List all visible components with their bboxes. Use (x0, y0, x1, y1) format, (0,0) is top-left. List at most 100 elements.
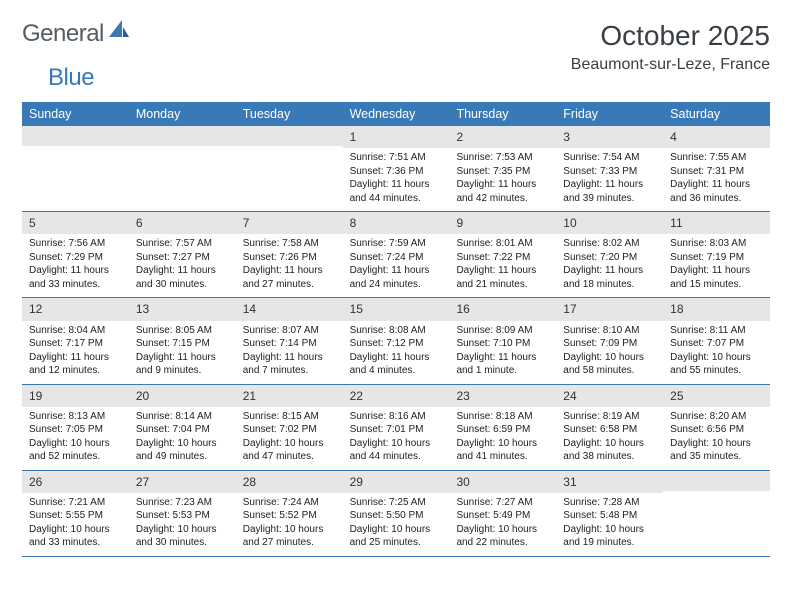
day-number: 31 (556, 471, 663, 493)
day-number: 22 (343, 385, 450, 407)
sunrise: Sunrise: 7:25 AM (350, 496, 443, 510)
sunset: Sunset: 5:50 PM (350, 509, 443, 523)
day-cell: 21Sunrise: 8:15 AMSunset: 7:02 PMDayligh… (236, 385, 343, 470)
logo-sail-icon (109, 19, 129, 42)
daylight-line2: and 41 minutes. (456, 450, 549, 464)
daylight-line2: and 27 minutes. (243, 278, 336, 292)
day-body: Sunrise: 8:11 AMSunset: 7:07 PMDaylight:… (663, 321, 770, 384)
day-number: 9 (449, 212, 556, 234)
logo-text-general: General (22, 20, 104, 48)
weekday-header-row: Sunday Monday Tuesday Wednesday Thursday… (22, 102, 770, 126)
day-body: Sunrise: 8:04 AMSunset: 7:17 PMDaylight:… (22, 321, 129, 384)
day-cell: 23Sunrise: 8:18 AMSunset: 6:59 PMDayligh… (449, 385, 556, 470)
day-body: Sunrise: 8:19 AMSunset: 6:58 PMDaylight:… (556, 407, 663, 470)
day-body: Sunrise: 7:28 AMSunset: 5:48 PMDaylight:… (556, 493, 663, 556)
sunset: Sunset: 7:02 PM (243, 423, 336, 437)
sunrise: Sunrise: 8:04 AM (29, 324, 122, 338)
day-cell (129, 126, 236, 211)
daylight-line2: and 44 minutes. (350, 450, 443, 464)
daylight-line2: and 55 minutes. (670, 364, 763, 378)
daylight-line2: and 9 minutes. (136, 364, 229, 378)
daylight-line2: and 38 minutes. (563, 450, 656, 464)
sunset: Sunset: 7:26 PM (243, 251, 336, 265)
day-cell: 19Sunrise: 8:13 AMSunset: 7:05 PMDayligh… (22, 385, 129, 470)
day-number: 29 (343, 471, 450, 493)
day-number: 30 (449, 471, 556, 493)
day-number: 18 (663, 298, 770, 320)
day-number: 17 (556, 298, 663, 320)
sunrise: Sunrise: 8:18 AM (456, 410, 549, 424)
day-cell: 5Sunrise: 7:56 AMSunset: 7:29 PMDaylight… (22, 212, 129, 297)
day-number: 23 (449, 385, 556, 407)
daylight-line1: Daylight: 10 hours (136, 437, 229, 451)
day-cell (236, 126, 343, 211)
daylight-line1: Daylight: 11 hours (350, 178, 443, 192)
sunset: Sunset: 7:04 PM (136, 423, 229, 437)
day-body: Sunrise: 7:57 AMSunset: 7:27 PMDaylight:… (129, 234, 236, 297)
day-body: Sunrise: 8:20 AMSunset: 6:56 PMDaylight:… (663, 407, 770, 470)
sunrise: Sunrise: 8:15 AM (243, 410, 336, 424)
day-body: Sunrise: 8:16 AMSunset: 7:01 PMDaylight:… (343, 407, 450, 470)
day-cell: 13Sunrise: 8:05 AMSunset: 7:15 PMDayligh… (129, 298, 236, 383)
sunrise: Sunrise: 7:57 AM (136, 237, 229, 251)
week-row: 1Sunrise: 7:51 AMSunset: 7:36 PMDaylight… (22, 126, 770, 212)
day-body: Sunrise: 8:08 AMSunset: 7:12 PMDaylight:… (343, 321, 450, 384)
sunset: Sunset: 7:09 PM (563, 337, 656, 351)
daylight-line1: Daylight: 10 hours (456, 523, 549, 537)
day-number: 12 (22, 298, 129, 320)
week-row: 5Sunrise: 7:56 AMSunset: 7:29 PMDaylight… (22, 212, 770, 298)
day-body: Sunrise: 8:09 AMSunset: 7:10 PMDaylight:… (449, 321, 556, 384)
sunrise: Sunrise: 8:08 AM (350, 324, 443, 338)
day-body: Sunrise: 7:58 AMSunset: 7:26 PMDaylight:… (236, 234, 343, 297)
day-cell: 17Sunrise: 8:10 AMSunset: 7:09 PMDayligh… (556, 298, 663, 383)
daylight-line1: Daylight: 11 hours (563, 178, 656, 192)
sunset: Sunset: 7:01 PM (350, 423, 443, 437)
weekday-header: Saturday (663, 102, 770, 126)
day-body: Sunrise: 7:21 AMSunset: 5:55 PMDaylight:… (22, 493, 129, 556)
day-number: 24 (556, 385, 663, 407)
day-cell: 30Sunrise: 7:27 AMSunset: 5:49 PMDayligh… (449, 471, 556, 556)
sunrise: Sunrise: 8:14 AM (136, 410, 229, 424)
daylight-line2: and 15 minutes. (670, 278, 763, 292)
sunset: Sunset: 7:12 PM (350, 337, 443, 351)
sunset: Sunset: 7:17 PM (29, 337, 122, 351)
weekday-header: Sunday (22, 102, 129, 126)
day-cell: 12Sunrise: 8:04 AMSunset: 7:17 PMDayligh… (22, 298, 129, 383)
day-cell: 7Sunrise: 7:58 AMSunset: 7:26 PMDaylight… (236, 212, 343, 297)
day-body: Sunrise: 8:07 AMSunset: 7:14 PMDaylight:… (236, 321, 343, 384)
sunrise: Sunrise: 7:51 AM (350, 151, 443, 165)
daylight-line2: and 4 minutes. (350, 364, 443, 378)
sunset: Sunset: 7:36 PM (350, 165, 443, 179)
day-number: 3 (556, 126, 663, 148)
day-cell: 6Sunrise: 7:57 AMSunset: 7:27 PMDaylight… (129, 212, 236, 297)
daylight-line2: and 18 minutes. (563, 278, 656, 292)
sunset: Sunset: 7:20 PM (563, 251, 656, 265)
daylight-line1: Daylight: 10 hours (29, 523, 122, 537)
week-row: 26Sunrise: 7:21 AMSunset: 5:55 PMDayligh… (22, 471, 770, 557)
day-cell: 2Sunrise: 7:53 AMSunset: 7:35 PMDaylight… (449, 126, 556, 211)
daylight-line2: and 21 minutes. (456, 278, 549, 292)
daylight-line1: Daylight: 11 hours (243, 351, 336, 365)
sunrise: Sunrise: 7:55 AM (670, 151, 763, 165)
day-number: 20 (129, 385, 236, 407)
day-body: Sunrise: 7:51 AMSunset: 7:36 PMDaylight:… (343, 148, 450, 211)
day-cell (663, 471, 770, 556)
daylight-line2: and 24 minutes. (350, 278, 443, 292)
sunrise: Sunrise: 8:16 AM (350, 410, 443, 424)
daylight-line1: Daylight: 10 hours (350, 437, 443, 451)
day-body: Sunrise: 8:14 AMSunset: 7:04 PMDaylight:… (129, 407, 236, 470)
day-body: Sunrise: 8:01 AMSunset: 7:22 PMDaylight:… (449, 234, 556, 297)
sunset: Sunset: 6:59 PM (456, 423, 549, 437)
daylight-line2: and 39 minutes. (563, 192, 656, 206)
day-body: Sunrise: 8:05 AMSunset: 7:15 PMDaylight:… (129, 321, 236, 384)
day-number: 16 (449, 298, 556, 320)
sunrise: Sunrise: 7:59 AM (350, 237, 443, 251)
daylight-line1: Daylight: 11 hours (29, 264, 122, 278)
sunrise: Sunrise: 8:09 AM (456, 324, 549, 338)
weekday-header: Tuesday (236, 102, 343, 126)
daylight-line1: Daylight: 11 hours (29, 351, 122, 365)
day-cell: 1Sunrise: 7:51 AMSunset: 7:36 PMDaylight… (343, 126, 450, 211)
day-number: 28 (236, 471, 343, 493)
week-row: 19Sunrise: 8:13 AMSunset: 7:05 PMDayligh… (22, 385, 770, 471)
calendar-document: General October 2025 Beaumont-sur-Leze, … (0, 0, 792, 577)
